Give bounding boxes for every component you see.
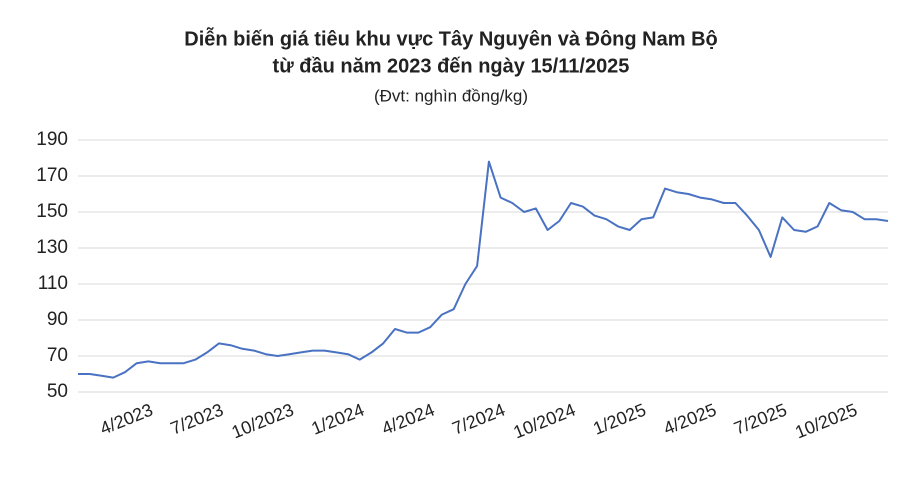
price-line <box>78 160 889 379</box>
chart-title: Diễn biến giá tiêu khu vực Tây Nguyên và… <box>184 26 717 50</box>
y-tick-label: 170 <box>36 165 68 186</box>
y-tick-label: 150 <box>36 201 68 222</box>
x-tick-label: 4/2024 <box>379 400 438 439</box>
chart-subtitle: (Đvt: nghìn đồng/kg) <box>374 86 528 105</box>
x-tick-label: 7/2023 <box>168 400 227 439</box>
y-tick-label: 50 <box>47 381 68 402</box>
x-tick-label: 1/2025 <box>590 400 649 439</box>
x-tick-label: 10/2023 <box>229 400 297 443</box>
x-tick-label: 10/2025 <box>792 400 860 443</box>
y-tick-label: 90 <box>47 309 68 330</box>
x-tick-label: 4/2025 <box>661 400 720 439</box>
x-tick-label: 10/2024 <box>510 400 578 443</box>
y-tick-label: 70 <box>47 345 68 366</box>
chart-title-line2: từ đầu năm 2023 đến ngày 15/11/2025 <box>273 55 630 77</box>
y-tick-label: 130 <box>36 237 68 258</box>
x-tick-label: 1/2024 <box>308 400 367 439</box>
x-tick-label: 7/2025 <box>731 400 790 439</box>
x-tick-label: 7/2024 <box>449 400 508 439</box>
y-tick-label: 190 <box>36 129 68 150</box>
y-tick-label: 110 <box>38 273 68 294</box>
x-tick-label: 4/2023 <box>97 400 156 439</box>
